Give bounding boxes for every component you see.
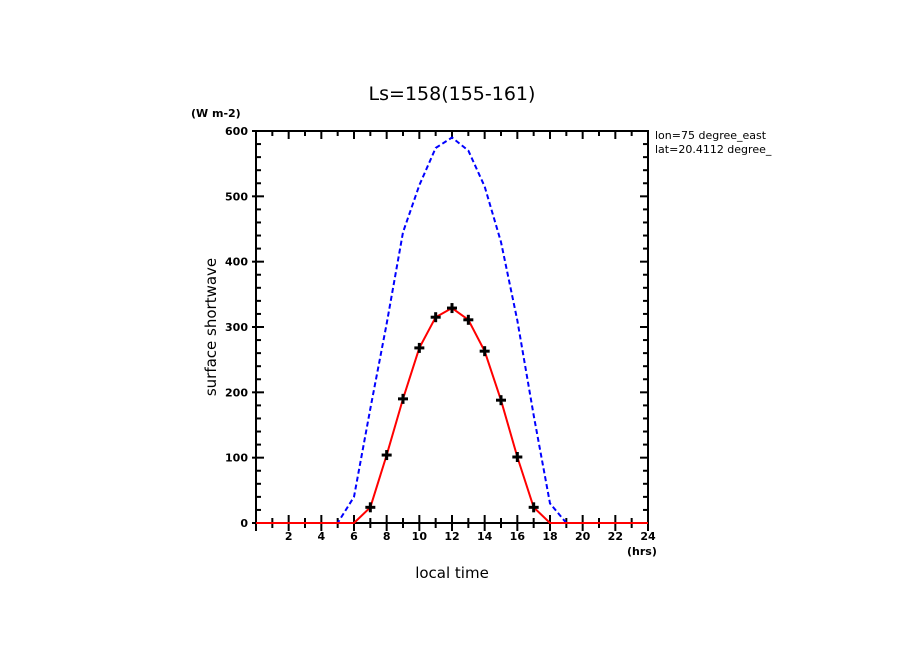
series-line-red (256, 306, 648, 524)
y-tick-label: 300 (225, 321, 248, 334)
observation-marker (463, 314, 474, 325)
observation-marker (365, 502, 376, 513)
x-tick-label: 6 (350, 530, 358, 543)
annotation-lon: lon=75 degree_east (655, 129, 767, 142)
x-axis-label: local time (415, 564, 489, 582)
observation-marker (512, 452, 523, 463)
y-units-label: (W m-2) (191, 107, 241, 120)
x-tick-label: 16 (510, 530, 526, 543)
x-tick-label: 20 (575, 530, 591, 543)
y-tick-label: 400 (225, 256, 248, 269)
y-tick-label: 600 (225, 125, 248, 138)
x-units-label: (hrs) (627, 545, 657, 558)
y-tick-label: 0 (240, 517, 248, 530)
x-tick-label: 12 (444, 530, 459, 543)
observation-marker (414, 342, 425, 353)
x-tick-label: 18 (542, 530, 557, 543)
x-tick-label: 8 (383, 530, 391, 543)
x-tick-label: 2 (285, 530, 293, 543)
plot-series (256, 136, 648, 524)
y-tick-label: 500 (225, 190, 248, 203)
plot-frame (255, 130, 649, 524)
observation-marker (528, 502, 539, 513)
x-tick-label: 4 (318, 530, 326, 543)
x-tick-label: 24 (640, 530, 656, 543)
y-axis-label: surface shortwave (202, 258, 220, 396)
observation-marker (430, 312, 441, 323)
observation-marker (479, 346, 490, 357)
observation-marker (447, 303, 457, 314)
observation-marker (381, 450, 392, 461)
x-tick-label: 22 (608, 530, 623, 543)
observation-marker (398, 393, 408, 404)
observation-marker (496, 395, 506, 406)
y-tick-label: 200 (225, 386, 248, 399)
x-tick-label: 10 (412, 530, 428, 543)
series-line-blue-dashed (256, 136, 648, 524)
annotation-lat: lat=20.4112 degree_ (655, 143, 772, 156)
y-tick-label: 100 (225, 452, 248, 465)
x-tick-label: 14 (477, 530, 493, 543)
chart-title: Ls=158(155-161) (369, 83, 536, 105)
